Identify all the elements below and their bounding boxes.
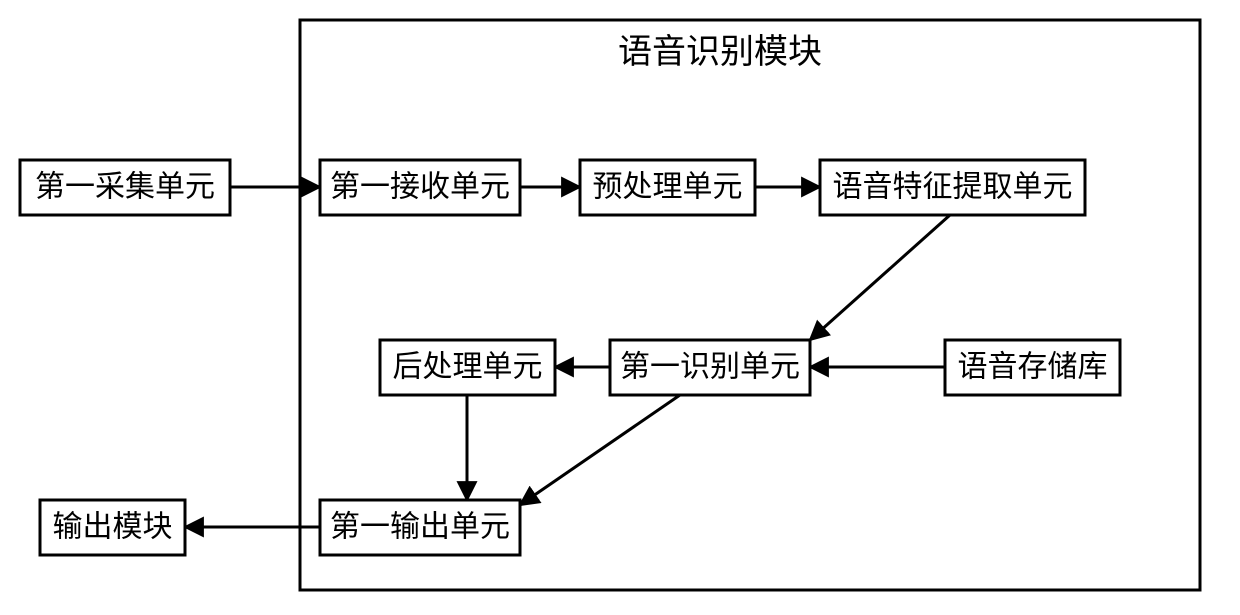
node-n4: 语音特征提取单元	[820, 160, 1085, 215]
node-n1: 第一采集单元	[20, 160, 230, 215]
node-n7: 语音存储库	[945, 340, 1120, 395]
node-label-n2: 第一接收单元	[330, 170, 510, 203]
node-label-n5: 后处理单元	[393, 350, 543, 383]
node-label-n3: 预处理单元	[593, 170, 743, 203]
edge-n6-to-n8	[520, 395, 680, 505]
node-n8: 第一输出单元	[320, 500, 520, 555]
node-n9: 输出模块	[40, 500, 185, 555]
node-label-n4: 语音特征提取单元	[833, 170, 1073, 203]
node-label-n1: 第一采集单元	[35, 170, 215, 203]
node-label-n8: 第一输出单元	[330, 510, 510, 543]
node-n3: 预处理单元	[580, 160, 755, 215]
node-label-n9: 输出模块	[53, 510, 173, 543]
diagram-canvas: 语音识别模块 第一采集单元 第一接收单元 预处理单元 语音特征提取单元后处理单元 第一识…	[0, 0, 1240, 615]
node-label-n6: 第一识别单元	[620, 350, 800, 383]
speech-recognition-module-title: 语音识别模块	[618, 33, 822, 71]
node-n5: 后处理单元	[380, 340, 555, 395]
node-label-n7: 语音存储库	[958, 350, 1108, 383]
node-n2: 第一接收单元	[320, 160, 520, 215]
node-n6: 第一识别单元	[610, 340, 810, 395]
edge-n4-to-n6	[810, 215, 950, 340]
